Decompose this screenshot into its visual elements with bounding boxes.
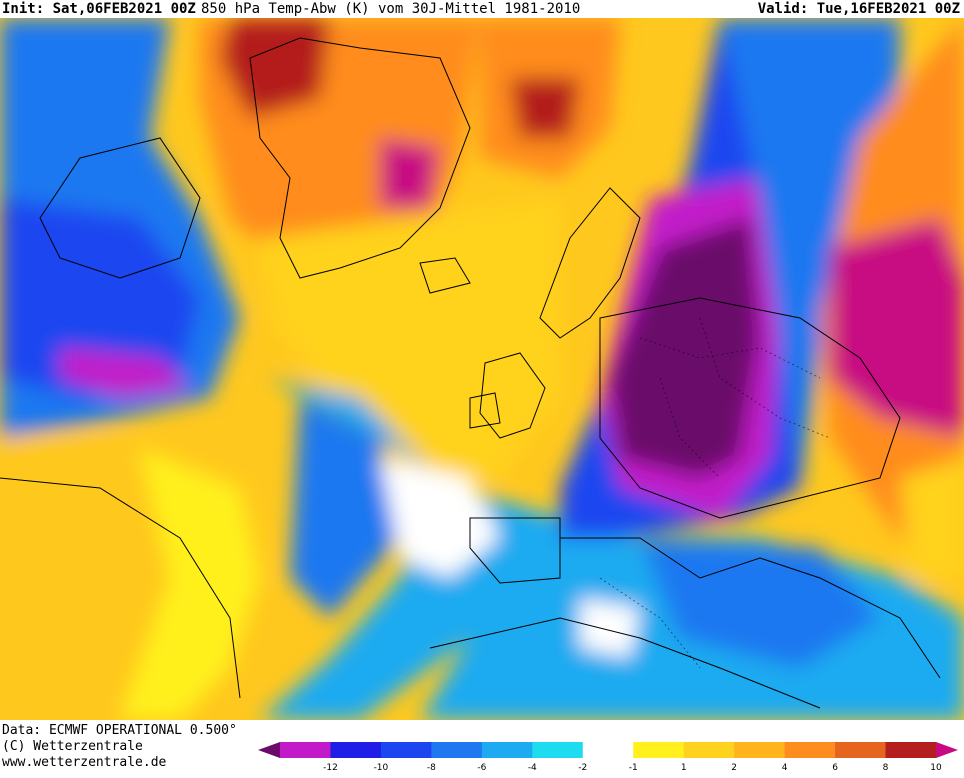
coastlines — [0, 37, 941, 709]
colorbar-tick-label: -4 — [528, 763, 537, 773]
colorbar-tick-label: -8 — [427, 763, 436, 773]
colorbar-tick-label: -2 — [578, 763, 587, 773]
colorbar-segment — [431, 742, 483, 758]
colorbar-tick-label: 2 — [731, 763, 737, 773]
colorbar-segment — [683, 742, 735, 758]
colorbar-tick-label: -6 — [477, 763, 486, 773]
borders — [599, 317, 831, 669]
colorbar-segment — [532, 742, 584, 758]
map-canvas — [0, 18, 964, 720]
colorbar-segment — [481, 742, 533, 758]
colorbar-arrow-right — [936, 742, 958, 758]
colorbar-tick-label: -1 — [629, 763, 638, 773]
colorbar-segment — [633, 742, 685, 758]
colorbar-segment — [280, 742, 331, 758]
init-time: Init: Sat,06FEB2021 00Z — [2, 1, 196, 17]
copyright: (C) Wetterzentrale — [2, 739, 143, 754]
website-link[interactable]: www.wetterzentrale.de — [2, 755, 167, 770]
colorbar-segment — [330, 742, 382, 758]
colorbar-tick-label: 8 — [883, 763, 889, 773]
colorbar-segment — [835, 742, 887, 758]
colorbar-tick-label: -10 — [374, 763, 389, 773]
temperature-anomaly-map — [0, 18, 964, 720]
colorbar-segment — [885, 742, 937, 758]
anomaly-field — [0, 18, 964, 720]
colorbar-legend: -12-10-8-6-4-2-1124681012 — [258, 739, 958, 775]
colorbar-svg: -12-10-8-6-4-2-1124681012 — [258, 742, 958, 773]
colorbar-tick-label: 10 — [930, 763, 942, 773]
colorbar-tick-label: -12 — [323, 763, 338, 773]
colorbar-tick-label: 1 — [681, 763, 687, 773]
map-title: 850 hPa Temp-Abw (K) vom 30J-Mittel 1981… — [201, 1, 581, 17]
colorbar-tick-label: 4 — [782, 763, 788, 773]
map-header: Init: Sat,06FEB2021 00Z 850 hPa Temp-Abw… — [0, 0, 964, 18]
colorbar-segment — [582, 742, 634, 758]
colorbar-arrow-left — [258, 742, 280, 758]
data-source: Data: ECMWF OPERATIONAL 0.500° — [2, 723, 237, 738]
colorbar-segment — [380, 742, 432, 758]
colorbar-segment — [784, 742, 836, 758]
valid-time: Valid: Tue,16FEB2021 00Z — [757, 1, 960, 17]
colorbar-tick-label: 6 — [832, 763, 838, 773]
colorbar-segment — [734, 742, 786, 758]
